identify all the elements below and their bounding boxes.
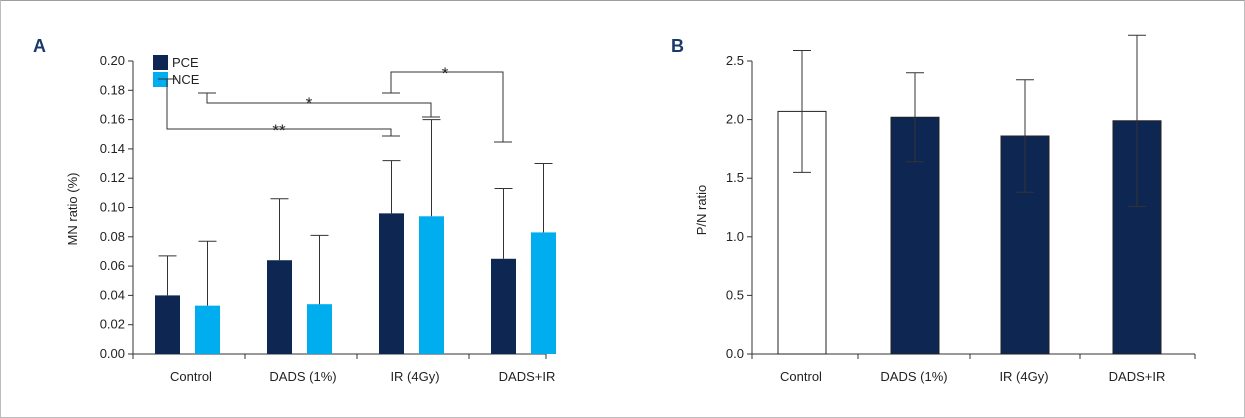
panel-b-y-tick-label: 0.0	[726, 346, 744, 361]
panel-b-y-tick-label: 2.5	[726, 53, 744, 68]
panel-a-significance-bracket	[390, 71, 504, 142]
panel-a-nce-bar	[307, 304, 332, 354]
panel-b-category-label: DADS+IR	[1109, 369, 1166, 384]
panel-a-chart: 0.00 0.02 0.04 0.06 0.08 0.10 0.12 0.14 0.16 0.18…	[100, 53, 556, 384]
panel-a-y-tick-label: 0.04	[100, 287, 125, 302]
panel-a-y-tick-label: 0.14	[100, 141, 125, 156]
panel-a-nce-bar	[419, 216, 444, 354]
legend-nce-label: NCE	[172, 72, 200, 87]
panel-a-pce-bar	[379, 213, 404, 354]
panel-b-y-tick-label: 0.5	[726, 287, 744, 302]
panel-a-category-label: IR (4Gy)	[390, 369, 439, 384]
panel-a-significance-label: *	[306, 94, 313, 113]
panel-a-y-tick-label: 0.02	[100, 317, 125, 332]
legend-pce-label: PCE	[172, 55, 199, 70]
panel-a-significance-label: **	[272, 121, 286, 140]
panel-a-y-tick-label: 0.00	[100, 346, 125, 361]
panel-a-significance-label: *	[442, 64, 449, 83]
panel-b-y-axis-label: P/N ratio	[694, 185, 709, 236]
panel-b-chart: 0.0 0.5 1.0 1.5 2.0 2.5 Control DADS (1%) IR (4G…	[726, 34, 1196, 384]
panel-a-category-label: Control	[170, 369, 212, 384]
legend-pce-swatch	[153, 55, 168, 70]
panel-a-pce-bar	[267, 260, 292, 354]
panel-a-y-tick-label: 0.16	[100, 112, 125, 127]
panel-a-category-label: DADS+IR	[499, 369, 556, 384]
panel-a-significance-bracket	[166, 79, 392, 136]
panel-a-label: A	[33, 36, 46, 56]
panel-a-y-tick-label: 0.10	[100, 200, 125, 215]
panel-a-y-tick-label: 0.18	[100, 82, 125, 97]
panel-b-y-tick-label: 1.0	[726, 229, 744, 244]
panel-a-significance-bracket	[206, 93, 432, 117]
panel-a-nce-bar	[531, 232, 556, 354]
panel-a-y-axis-label: MN ratio (%)	[65, 173, 80, 246]
panel-a-y-tick-label: 0.20	[100, 53, 125, 68]
panel-a-y-tick-label: 0.08	[100, 229, 125, 244]
panel-a-y-tick-label: 0.06	[100, 258, 125, 273]
panel-a-y-tick-label: 0.12	[100, 170, 125, 185]
panel-a-pce-bar	[491, 258, 516, 354]
panel-b-label: B	[671, 36, 684, 56]
panel-b-category-label: Control	[780, 369, 822, 384]
panel-b-category-label: IR (4Gy)	[999, 369, 1048, 384]
panel-a-category-label: DADS (1%)	[269, 369, 336, 384]
panel-b-y-tick-label: 2.0	[726, 112, 744, 127]
panel-a-pce-bar	[155, 295, 180, 354]
panel-b-category-label: DADS (1%)	[880, 369, 947, 384]
panel-b-y-tick-label: 1.5	[726, 170, 744, 185]
panel-a-nce-bar	[195, 305, 220, 354]
